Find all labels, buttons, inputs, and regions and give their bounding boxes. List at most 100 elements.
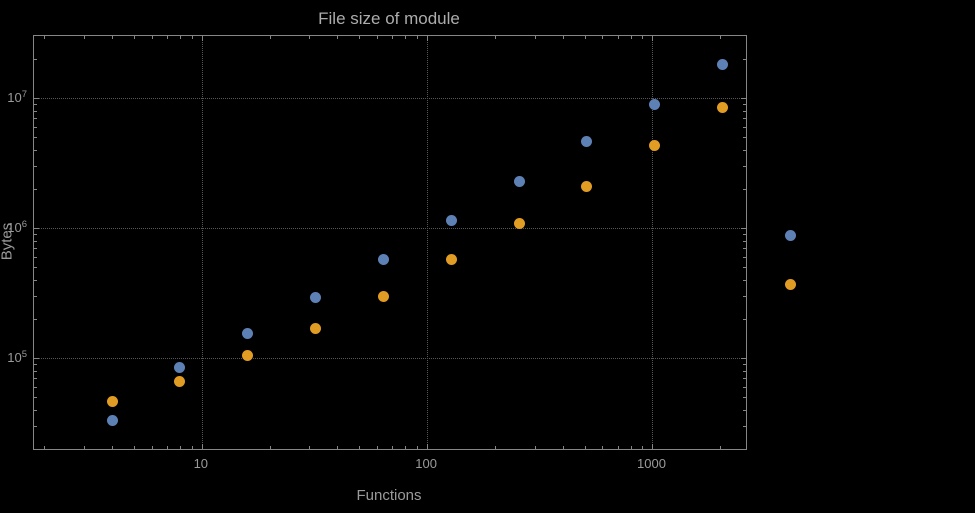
x-axis-minor-tick bbox=[337, 446, 339, 449]
y-axis-minor-tick bbox=[34, 426, 37, 428]
y-axis-minor-tick bbox=[743, 166, 746, 168]
x-axis-minor-tick bbox=[617, 446, 619, 449]
y-axis-minor-tick bbox=[34, 267, 37, 269]
y-axis-minor-tick bbox=[34, 240, 37, 242]
scatter-point-blue bbox=[377, 253, 389, 265]
y-axis-minor-tick bbox=[743, 370, 746, 372]
y-axis-minor-tick bbox=[743, 267, 746, 269]
y-axis-tick bbox=[741, 98, 746, 100]
y-axis-minor-tick bbox=[34, 58, 37, 60]
points-layer bbox=[34, 36, 796, 449]
x-axis-minor-tick bbox=[642, 36, 644, 39]
x-axis-minor-tick bbox=[494, 446, 496, 449]
x-axis-minor-tick bbox=[720, 446, 722, 449]
x-axis-minor-tick bbox=[44, 36, 46, 39]
tick-layer bbox=[34, 36, 746, 449]
y-axis-minor-tick bbox=[34, 118, 37, 120]
y-tick-label: 107 bbox=[7, 88, 27, 106]
x-axis-minor-tick bbox=[392, 446, 394, 449]
y-axis-minor-tick bbox=[743, 426, 746, 428]
y-axis-minor-tick bbox=[34, 149, 37, 151]
y-axis-tick bbox=[741, 358, 746, 360]
x-axis-minor-tick bbox=[269, 36, 271, 39]
y-axis-minor-tick bbox=[34, 296, 37, 298]
x-axis-minor-tick bbox=[720, 36, 722, 39]
scatter-point-orange bbox=[649, 140, 661, 152]
scatter-point-orange bbox=[784, 278, 796, 290]
x-axis-minor-tick bbox=[112, 446, 114, 449]
y-axis-minor-tick bbox=[743, 137, 746, 139]
grid-layer bbox=[34, 36, 746, 449]
y-axis-minor-tick bbox=[34, 188, 37, 190]
x-axis-minor-tick bbox=[416, 36, 418, 39]
x-axis-minor-tick bbox=[166, 446, 168, 449]
x-axis-minor-tick bbox=[534, 36, 536, 39]
y-axis-minor-tick bbox=[743, 378, 746, 380]
y-axis-minor-tick bbox=[34, 378, 37, 380]
y-axis-minor-tick bbox=[34, 318, 37, 320]
y-axis-minor-tick bbox=[34, 166, 37, 168]
y-axis-minor-tick bbox=[743, 103, 746, 105]
scatter-point-orange bbox=[310, 322, 322, 334]
x-axis-minor-tick bbox=[309, 36, 311, 39]
y-gridline bbox=[34, 358, 746, 360]
x-axis-minor-tick bbox=[191, 446, 193, 449]
x-axis-tick bbox=[201, 444, 203, 449]
scatter-point-blue bbox=[445, 214, 457, 226]
x-gridline bbox=[427, 36, 429, 449]
x-axis-minor-tick bbox=[377, 36, 379, 39]
y-axis-minor-tick bbox=[34, 279, 37, 281]
scatter-point-blue bbox=[581, 136, 593, 148]
y-axis-minor-tick bbox=[743, 296, 746, 298]
y-axis-tick bbox=[741, 228, 746, 230]
x-axis-minor-tick bbox=[392, 36, 394, 39]
x-axis-minor-tick bbox=[584, 36, 586, 39]
x-axis-minor-tick bbox=[166, 36, 168, 39]
x-axis-minor-tick bbox=[494, 36, 496, 39]
y-axis-minor-tick bbox=[34, 397, 37, 399]
x-axis-minor-tick bbox=[359, 36, 361, 39]
x-axis-minor-tick bbox=[359, 446, 361, 449]
x-axis-minor-tick bbox=[151, 36, 153, 39]
x-axis-minor-tick bbox=[405, 36, 407, 39]
scatter-point-blue bbox=[784, 229, 796, 241]
scatter-point-blue bbox=[106, 415, 118, 427]
x-axis-minor-tick bbox=[630, 446, 632, 449]
scatter-point-blue bbox=[242, 327, 254, 339]
y-axis-minor-tick bbox=[34, 370, 37, 372]
scatter-point-orange bbox=[377, 290, 389, 302]
x-axis-minor-tick bbox=[642, 446, 644, 449]
x-axis-minor-tick bbox=[44, 446, 46, 449]
y-axis-minor-tick bbox=[743, 240, 746, 242]
y-gridline bbox=[34, 98, 746, 100]
x-gridline bbox=[201, 36, 203, 449]
y-axis-minor-tick bbox=[743, 386, 746, 388]
scatter-point-blue bbox=[649, 99, 661, 111]
y-tick-label: 106 bbox=[7, 218, 27, 236]
y-axis-minor-tick bbox=[743, 364, 746, 366]
x-axis-tick bbox=[652, 444, 654, 449]
scatter-point-orange bbox=[242, 349, 254, 361]
x-axis-minor-tick bbox=[133, 446, 135, 449]
y-axis-minor-tick bbox=[743, 409, 746, 411]
y-axis-minor-tick bbox=[743, 149, 746, 151]
x-axis-tick bbox=[427, 36, 429, 41]
y-axis-minor-tick bbox=[34, 110, 37, 112]
y-axis-minor-tick bbox=[743, 234, 746, 236]
x-axis-minor-tick bbox=[337, 36, 339, 39]
y-axis-minor-tick bbox=[743, 318, 746, 320]
x-axis-minor-tick bbox=[602, 36, 604, 39]
x-gridline bbox=[652, 36, 654, 449]
y-gridline bbox=[34, 228, 746, 230]
y-axis-minor-tick bbox=[743, 397, 746, 399]
x-axis-minor-tick bbox=[562, 446, 564, 449]
x-axis-tick bbox=[201, 36, 203, 41]
y-axis-minor-tick bbox=[34, 234, 37, 236]
x-axis-minor-tick bbox=[269, 446, 271, 449]
x-axis-minor-tick bbox=[534, 446, 536, 449]
scatter-point-blue bbox=[717, 59, 729, 71]
x-axis-minor-tick bbox=[179, 446, 181, 449]
x-axis-minor-tick bbox=[617, 36, 619, 39]
x-tick-label: 1000 bbox=[637, 456, 666, 471]
